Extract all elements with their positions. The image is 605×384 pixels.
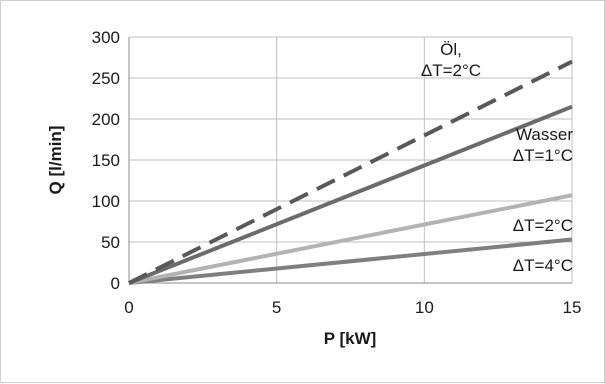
series-line-1 [128, 104, 573, 285]
y-tick-label: 300 [92, 28, 120, 47]
series-annotation-2: ΔT=2°C [513, 216, 573, 235]
x-tick-label: 0 [124, 298, 133, 317]
series-annotation-1: Wasser [516, 125, 573, 144]
series-annotation-3: ΔT=4°C [513, 256, 573, 275]
series-lines [128, 59, 573, 285]
y-tick-label: 250 [92, 69, 120, 88]
series-line-3 [128, 237, 573, 285]
y-axis-title: Q [l/min] [46, 126, 65, 195]
axis-ticks: 0 50 100 150 200 250 300 0 5 10 15 [92, 28, 582, 317]
series-annotation-0: Öl, [440, 40, 462, 59]
series-line-0 [128, 59, 573, 285]
x-axis-title: P [kW] [324, 329, 377, 348]
y-tick-label: 50 [101, 233, 120, 252]
y-tick-label: 200 [92, 110, 120, 129]
x-tick-label: 15 [563, 298, 582, 317]
x-tick-label: 5 [272, 298, 281, 317]
x-tick-label: 10 [415, 298, 434, 317]
series-line-2 [128, 193, 573, 285]
series-annotation-0: ΔT=2°C [421, 61, 481, 80]
y-tick-label: 150 [92, 151, 120, 170]
y-tick-label: 0 [111, 274, 120, 293]
series-annotations: Öl, ΔT=2°C Wasser ΔT=1°C ΔT=2°C ΔT=4°C [421, 40, 573, 275]
grid [128, 36, 573, 284]
series-annotation-1: ΔT=1°C [513, 146, 573, 165]
y-tick-label: 100 [92, 192, 120, 211]
